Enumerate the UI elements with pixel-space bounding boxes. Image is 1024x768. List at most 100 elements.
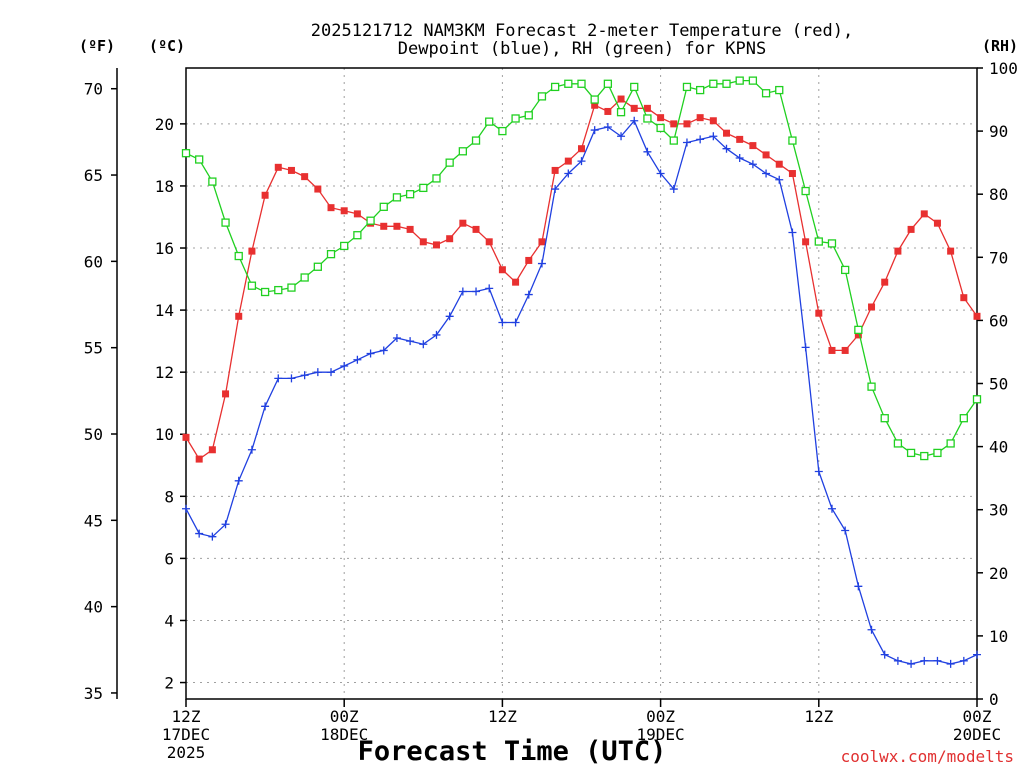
- dewpoint-point: [234, 476, 243, 485]
- celsius-tick-label: 18: [155, 177, 174, 196]
- celsius-tick-label: 10: [155, 425, 174, 444]
- fahrenheit-tick-label: 55: [84, 339, 103, 358]
- dewpoint-point: [854, 582, 863, 591]
- rh-point: [247, 281, 257, 290]
- 2-meter-temperature-point: [920, 210, 928, 218]
- rh-point: [405, 190, 415, 199]
- fahrenheit-tick-label: 60: [84, 252, 103, 271]
- rh-point: [788, 136, 797, 145]
- 2-meter-temperature-point: [564, 157, 572, 165]
- rh-point: [630, 82, 639, 92]
- 2-meter-temperature-point: [788, 170, 796, 178]
- rh-point: [471, 136, 481, 145]
- dewpoint-point: [814, 467, 823, 476]
- 2-meter-temperature-point: [947, 247, 955, 255]
- dewpoint-point: [182, 504, 190, 513]
- series-rh: [181, 76, 982, 461]
- dewpoint-point: [577, 157, 586, 166]
- rh-point: [669, 136, 678, 145]
- dewpoint-point: [630, 116, 639, 125]
- rh-point: [181, 149, 191, 158]
- celsius-tick-label: 2: [164, 674, 174, 693]
- dewpoint-point: [801, 343, 810, 352]
- rh-point: [550, 82, 560, 92]
- x-tick-label: 17DEC: [162, 725, 210, 744]
- 2-meter-temperature-point: [683, 120, 691, 128]
- dewpoint-point: [722, 144, 731, 153]
- rh-point: [906, 448, 916, 458]
- celsius-tick-label: 6: [164, 549, 174, 568]
- rh-point: [867, 382, 876, 391]
- rh-point: [537, 92, 547, 101]
- dewpoint-point: [656, 169, 665, 178]
- rh-tick-label: 0: [989, 690, 999, 709]
- rh-point: [208, 177, 217, 186]
- rh-point: [748, 76, 758, 85]
- rh-point: [880, 414, 889, 423]
- dewpoint-point: [551, 185, 560, 194]
- rh-point: [287, 283, 296, 292]
- fahrenheit-tick-label: 35: [84, 684, 103, 703]
- dewpoint-point: [208, 532, 217, 541]
- dewpoint-point: [419, 340, 428, 349]
- 2-meter-temperature-point: [604, 107, 612, 115]
- 2-meter-temperature-point: [261, 191, 269, 199]
- rh-point: [340, 241, 349, 251]
- rh-point: [577, 79, 586, 88]
- 2-meter-temperature-point: [802, 238, 810, 246]
- dewpoint-point: [458, 287, 467, 296]
- rh-point: [445, 158, 454, 167]
- 2-meter-temperature-point: [419, 238, 427, 246]
- dewpoint-point: [313, 368, 322, 377]
- dewpoint-point: [669, 185, 678, 194]
- dewpoint-point: [946, 659, 955, 668]
- 2-meter-temperature-point: [235, 312, 243, 320]
- rh-point: [458, 147, 468, 156]
- rh-point: [603, 79, 613, 88]
- 2-meter-temperature-point: [287, 166, 295, 174]
- dewpoint-point: [748, 160, 757, 169]
- rh-point: [485, 117, 494, 126]
- rh-point: [274, 285, 283, 295]
- rh-tick-label: 40: [989, 438, 1008, 457]
- rh-point: [326, 249, 336, 259]
- 2-meter-temperature-point: [617, 95, 625, 103]
- rh-tick-label: 60: [989, 311, 1008, 330]
- rh-tick-label: 90: [989, 122, 1008, 141]
- rh-point: [260, 287, 270, 297]
- dewpoint-point: [445, 312, 454, 321]
- rh-point: [959, 414, 968, 423]
- rh-point: [353, 231, 362, 240]
- x-tick-label: 12Z: [804, 707, 833, 726]
- rh-tick-label: 50: [989, 375, 1008, 394]
- dewpoint-point: [893, 656, 902, 665]
- dewpoint-point: [762, 169, 771, 178]
- fahrenheit-tick-label: 65: [84, 166, 103, 185]
- rh-point: [761, 89, 771, 98]
- 2-meter-temperature-point: [709, 117, 717, 125]
- celsius-tick-label: 12: [155, 363, 174, 382]
- dewpoint-point: [485, 284, 494, 293]
- 2-meter-temperature-point: [841, 346, 849, 354]
- x-tick-label: 12Z: [172, 707, 201, 726]
- 2-meter-temperature-point: [868, 303, 876, 311]
- fahrenheit-tick-label: 50: [84, 425, 103, 444]
- 2-meter-temperature-point: [274, 163, 282, 171]
- x-tick-label: 2025: [167, 743, 206, 762]
- fahrenheit-axis-unit: (ºF): [79, 37, 115, 55]
- 2-meter-temperature-point: [446, 235, 454, 243]
- dewpoint-point: [682, 138, 691, 147]
- dewpoint-point: [432, 330, 441, 339]
- credit-text: coolwx.com/modelts: [841, 747, 1014, 766]
- 2-meter-temperature-point: [222, 390, 230, 398]
- 2-meter-temperature-point: [723, 129, 731, 137]
- rh-point: [498, 126, 507, 136]
- rh-point: [709, 79, 718, 88]
- dewpoint-point: [827, 504, 836, 513]
- rh-point: [841, 265, 850, 275]
- rh-point: [814, 237, 823, 246]
- fahrenheit-tick-label: 70: [84, 80, 103, 99]
- 2-meter-temperature-point: [340, 207, 348, 215]
- celsius-tick-label: 4: [164, 611, 174, 630]
